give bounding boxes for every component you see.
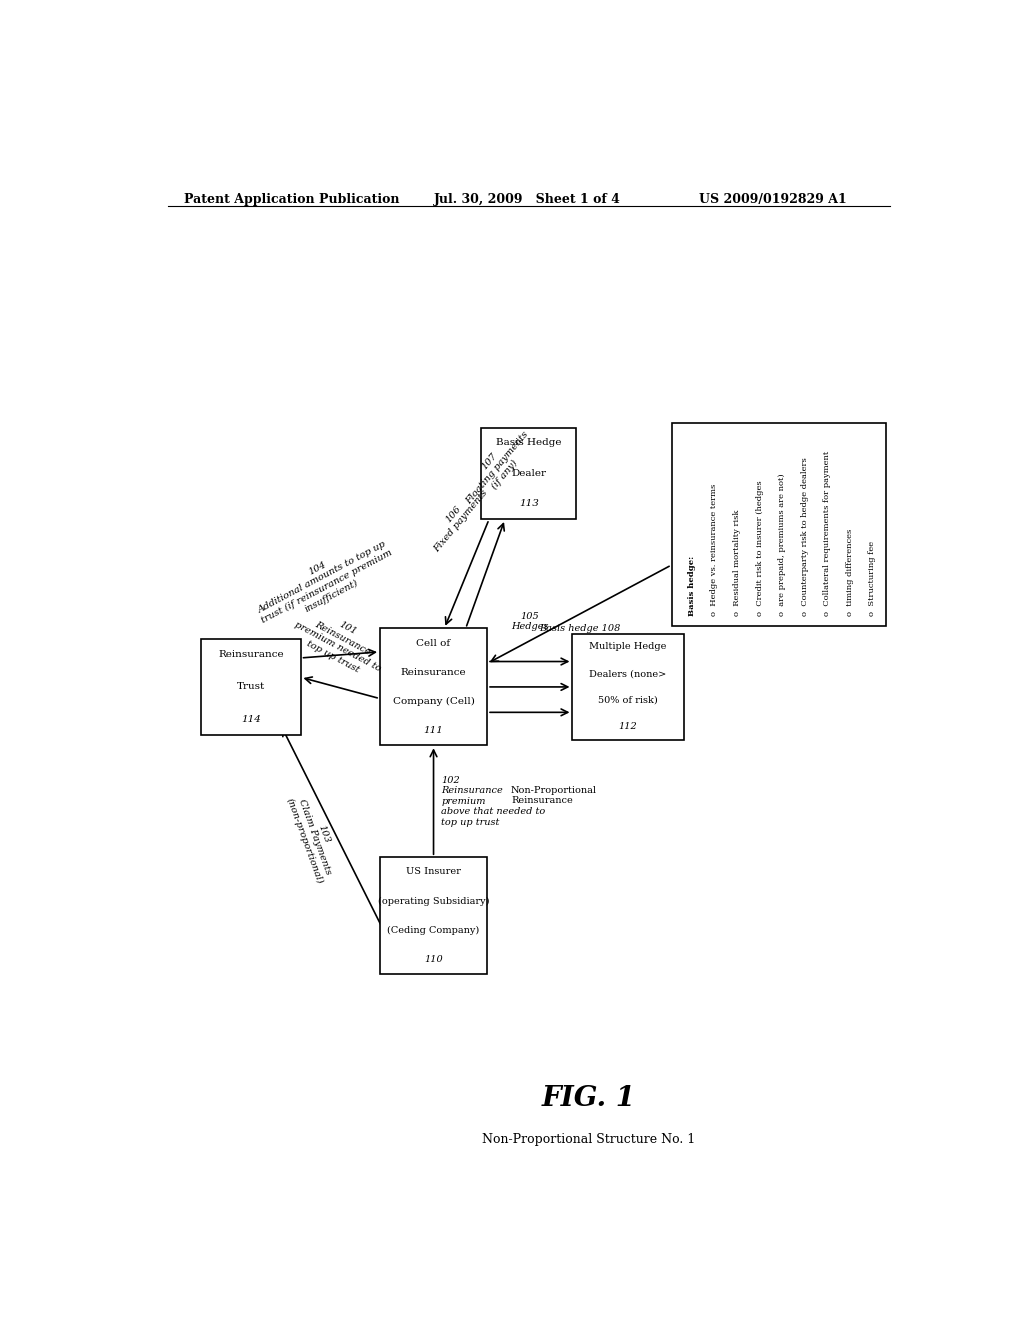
Text: Dealer: Dealer [511, 469, 546, 478]
Text: o  timing differences: o timing differences [846, 528, 854, 615]
Text: 102
Reinsurance
premium
above that needed to
top up trust: 102 Reinsurance premium above that neede… [441, 776, 546, 826]
Text: 105
Hedges: 105 Hedges [511, 611, 549, 631]
Text: 106
Fixed payments: 106 Fixed payments [425, 480, 489, 553]
Text: Patent Application Publication: Patent Application Publication [183, 193, 399, 206]
Text: FIG. 1: FIG. 1 [542, 1085, 635, 1111]
Text: 103
Claim Payments
(non-proportional): 103 Claim Payments (non-proportional) [285, 789, 344, 884]
Text: US Insurer: US Insurer [407, 867, 461, 876]
Text: 50% of risk): 50% of risk) [598, 696, 657, 705]
Text: 110: 110 [424, 954, 443, 964]
Bar [380, 857, 487, 974]
Text: Multiple Hedge: Multiple Hedge [589, 643, 667, 651]
Text: US 2009/0192829 A1: US 2009/0192829 A1 [699, 193, 847, 206]
Text: Non-Proportional Structure No. 1: Non-Proportional Structure No. 1 [481, 1133, 695, 1146]
Text: Dealers (none>: Dealers (none> [590, 669, 667, 678]
Text: o  Collateral requirements for payment: o Collateral requirements for payment [823, 450, 831, 615]
Text: (operating Subsidiary): (operating Subsidiary) [378, 896, 489, 906]
Bar [572, 634, 684, 741]
Text: 111: 111 [424, 726, 443, 735]
Text: 113: 113 [519, 499, 539, 508]
Text: (Ceding Company): (Ceding Company) [387, 925, 479, 935]
Bar [380, 628, 487, 746]
Text: Company (Cell): Company (Cell) [392, 697, 474, 706]
Text: Basis hedge 108: Basis hedge 108 [539, 624, 621, 634]
Text: Trust: Trust [237, 682, 265, 692]
Text: Cell of: Cell of [417, 639, 451, 648]
Text: Basis hedge:: Basis hedge: [688, 556, 696, 615]
Bar [202, 639, 301, 735]
Text: Reinsurance: Reinsurance [400, 668, 466, 677]
Text: Non-Proportional
Reinsurance: Non-Proportional Reinsurance [511, 785, 597, 805]
Text: 112: 112 [618, 722, 637, 731]
Text: o  Hedge vs. reinsurance terms: o Hedge vs. reinsurance terms [711, 483, 719, 615]
Text: Jul. 30, 2009   Sheet 1 of 4: Jul. 30, 2009 Sheet 1 of 4 [433, 193, 621, 206]
Text: Basis Hedge: Basis Hedge [496, 438, 561, 447]
Text: o  Counterparty risk to hedge dealers: o Counterparty risk to hedge dealers [801, 457, 809, 615]
Text: 107
Floating payments
(if any): 107 Floating payments (if any) [456, 424, 538, 513]
Text: o  are prepaid, premiums are not): o are prepaid, premiums are not) [778, 473, 786, 615]
Text: o  Structuring fee: o Structuring fee [868, 541, 877, 615]
Text: o  Credit risk to insurer (hedges: o Credit risk to insurer (hedges [756, 480, 764, 615]
Text: o  Residual mortality risk: o Residual mortality risk [733, 510, 741, 615]
Text: Reinsurance: Reinsurance [218, 651, 284, 659]
Bar [672, 422, 886, 626]
Text: 104
Additional amounts to top up
trust (if reinsurance premium
insufficient): 104 Additional amounts to top up trust (… [250, 529, 398, 635]
Bar [481, 428, 577, 519]
Text: 101
Reinsurance
premium needed to
top up trust: 101 Reinsurance premium needed to top up… [288, 602, 392, 682]
Text: 114: 114 [241, 714, 261, 723]
